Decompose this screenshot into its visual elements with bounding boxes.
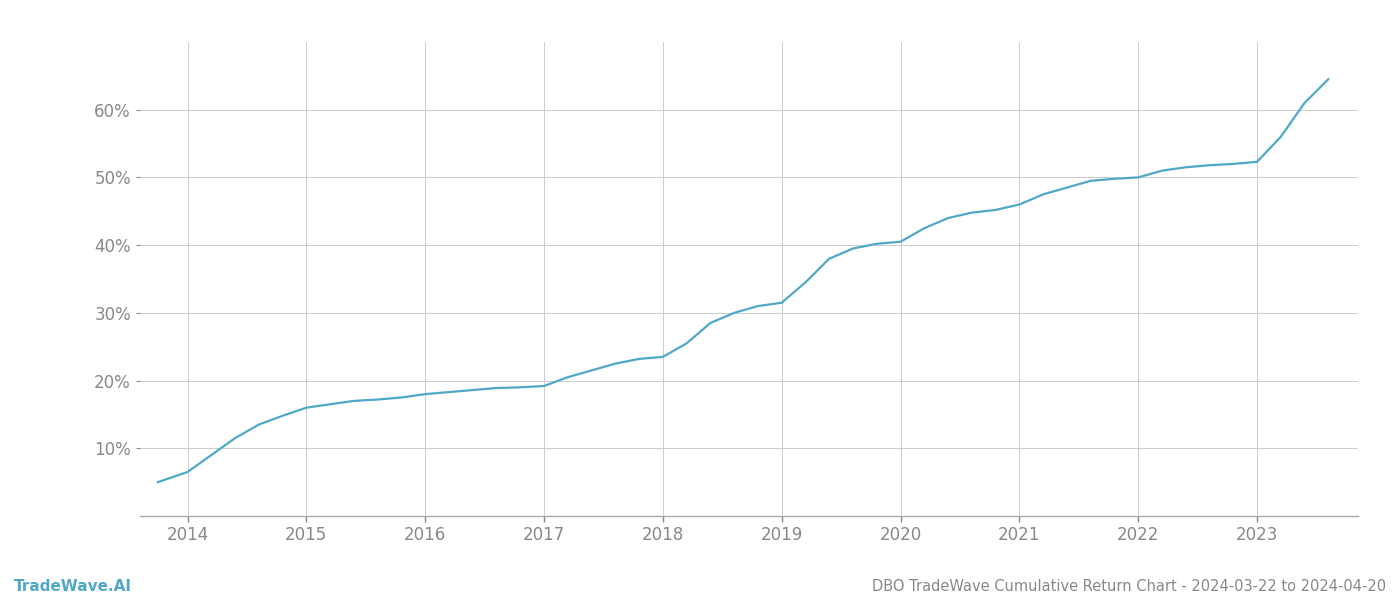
Text: DBO TradeWave Cumulative Return Chart - 2024-03-22 to 2024-04-20: DBO TradeWave Cumulative Return Chart - … — [872, 579, 1386, 594]
Text: TradeWave.AI: TradeWave.AI — [14, 579, 132, 594]
